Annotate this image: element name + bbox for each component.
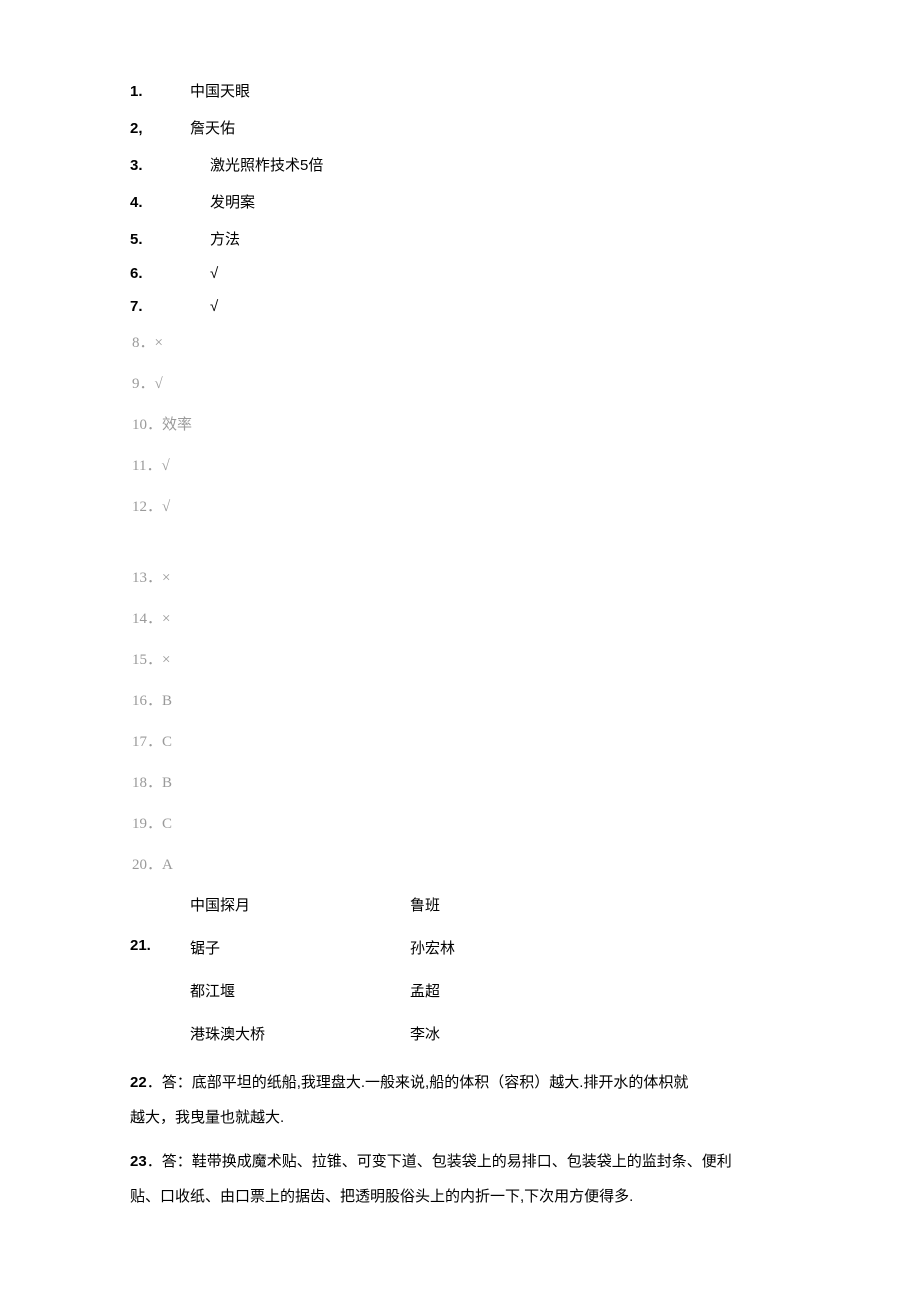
answer-text: ．答：鞋带换成魔术贴、拉锥、可变下道、包装袋上的易排口、包装袋上的监封条、便利 bbox=[147, 1153, 732, 1170]
answer-row: 10．效率 bbox=[130, 413, 790, 434]
match-right: 李冰 bbox=[410, 1023, 440, 1044]
answer-row: 3.激光照柞技术5倍 bbox=[130, 154, 790, 175]
match-left: 中国探月 bbox=[190, 894, 410, 915]
match-left: 港珠澳大桥 bbox=[190, 1023, 410, 1044]
answer-text: 詹天佑 bbox=[190, 117, 235, 138]
answer-row: 15．× bbox=[130, 648, 790, 669]
answer-row: 9．√ bbox=[130, 372, 790, 393]
answer-row: 1.中国天眼 bbox=[130, 80, 790, 101]
answer-row: 13．× bbox=[130, 566, 790, 587]
matching-block: 中国探月 鲁班 21. 锯子 孙宏林 都江堰 孟超 港珠澳大桥 李冰 bbox=[130, 894, 790, 1044]
question-number: 6. bbox=[130, 265, 210, 282]
match-left: 锯子 bbox=[190, 937, 410, 958]
spacer bbox=[130, 536, 790, 564]
spacer-num bbox=[130, 980, 190, 1001]
answer-text: 贴、口收纸、由口票上的据齿、把透明股俗头上的内折一下,下次用方便得多. bbox=[130, 1188, 633, 1205]
answer-row: 17．C bbox=[130, 730, 790, 751]
answer-row: 19．C bbox=[130, 812, 790, 833]
question-number: 22 bbox=[130, 1074, 147, 1091]
answer-row: 20．A bbox=[130, 853, 790, 874]
answers-block-gray-1: 8．× 9．√ 10．效率 11．√ 12．√ bbox=[130, 331, 790, 516]
question-number: 1. bbox=[130, 83, 190, 100]
answer-row: 6.√ bbox=[130, 265, 790, 282]
answer-key-page: 1.中国天眼2,詹天佑3.激光照柞技术5倍4.发明案5.方法6.√7.√ 8．×… bbox=[0, 0, 920, 1214]
match-left: 都江堰 bbox=[190, 980, 410, 1001]
answer-row: 2,詹天佑 bbox=[130, 117, 790, 138]
answer-row: 18．B bbox=[130, 771, 790, 792]
answer-23: 23．答：鞋带换成魔术贴、拉锥、可变下道、包装袋上的易排口、包装袋上的监封条、便… bbox=[130, 1145, 790, 1214]
answer-22: 22．答：底部平坦的纸船,我理盘大.一般来说,船的体积（容积）越大.排开水的体枳… bbox=[130, 1066, 790, 1135]
answer-row: 4.发明案 bbox=[130, 191, 790, 212]
match-row: 港珠澳大桥 李冰 bbox=[130, 1023, 790, 1044]
match-row: 21. 锯子 孙宏林 bbox=[130, 937, 790, 958]
question-number: 7. bbox=[130, 298, 210, 315]
answer-text: √ bbox=[210, 298, 218, 315]
question-number: 4. bbox=[130, 194, 210, 211]
answers-block-bold: 1.中国天眼2,詹天佑3.激光照柞技术5倍4.发明案5.方法6.√7.√ bbox=[130, 80, 790, 315]
question-number: 23 bbox=[130, 1153, 147, 1170]
answer-text: ．答：底部平坦的纸船,我理盘大.一般来说,船的体积（容积）越大.排开水的体枳就 bbox=[147, 1074, 689, 1091]
answer-row: 8．× bbox=[130, 331, 790, 352]
match-row: 都江堰 孟超 bbox=[130, 980, 790, 1001]
answer-text: 方法 bbox=[210, 228, 240, 249]
match-right: 鲁班 bbox=[410, 894, 440, 915]
match-right: 孟超 bbox=[410, 980, 440, 1001]
answer-row: 12．√ bbox=[130, 495, 790, 516]
question-number: 2, bbox=[130, 120, 190, 137]
answer-row: 16．B bbox=[130, 689, 790, 710]
answers-block-gray-2: 13．× 14．× 15．× 16．B 17．C 18．B 19．C 20．A bbox=[130, 566, 790, 874]
question-number: 5. bbox=[130, 231, 210, 248]
question-number: 21. bbox=[130, 937, 190, 958]
question-number: 3. bbox=[130, 157, 210, 174]
answer-text: √ bbox=[210, 265, 218, 282]
answer-text: 中国天眼 bbox=[190, 80, 250, 101]
answer-row: 11．√ bbox=[130, 454, 790, 475]
answer-text: 发明案 bbox=[210, 191, 255, 212]
answer-row: 7.√ bbox=[130, 298, 790, 315]
spacer-num bbox=[130, 1023, 190, 1044]
answer-row: 14．× bbox=[130, 607, 790, 628]
answer-text: 越大，我曳量也就越大. bbox=[130, 1109, 284, 1126]
spacer-num bbox=[130, 894, 190, 915]
match-row: 中国探月 鲁班 bbox=[130, 894, 790, 915]
answer-row: 5.方法 bbox=[130, 228, 790, 249]
answer-text: 激光照柞技术5倍 bbox=[210, 154, 323, 175]
match-right: 孙宏林 bbox=[410, 937, 455, 958]
